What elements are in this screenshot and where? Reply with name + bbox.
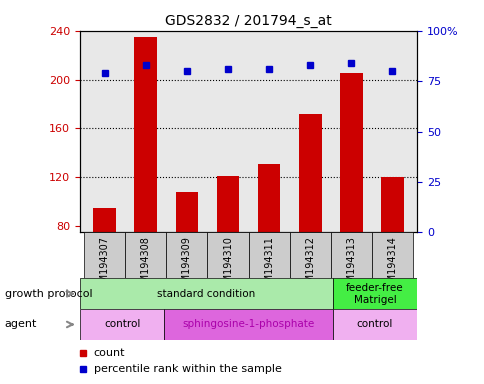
Text: GSM194312: GSM194312: [304, 236, 315, 295]
Bar: [298, 114, 321, 324]
Bar: [125, 232, 166, 278]
Bar: [164, 309, 332, 340]
Bar: [166, 232, 207, 278]
Text: GSM194308: GSM194308: [140, 236, 151, 295]
Text: standard condition: standard condition: [157, 289, 255, 299]
Text: GSM194314: GSM194314: [387, 236, 396, 295]
Text: growth protocol: growth protocol: [5, 289, 92, 299]
Bar: [289, 232, 330, 278]
Bar: [257, 164, 280, 324]
Text: percentile rank within the sample: percentile rank within the sample: [93, 364, 281, 374]
Bar: [248, 232, 289, 278]
Bar: [175, 192, 198, 324]
Text: feeder-free
Matrigel: feeder-free Matrigel: [346, 283, 403, 305]
Text: count: count: [93, 348, 125, 358]
Bar: [216, 176, 239, 324]
Text: sphingosine-1-phosphate: sphingosine-1-phosphate: [182, 319, 314, 329]
Bar: [371, 232, 412, 278]
Text: GSM194311: GSM194311: [264, 236, 273, 295]
Bar: [332, 309, 416, 340]
Text: GSM194313: GSM194313: [346, 236, 356, 295]
Title: GDS2832 / 201794_s_at: GDS2832 / 201794_s_at: [165, 14, 331, 28]
Bar: [380, 177, 403, 324]
Bar: [84, 232, 125, 278]
Bar: [80, 309, 164, 340]
Bar: [339, 73, 362, 324]
Bar: [207, 232, 248, 278]
Text: agent: agent: [5, 319, 37, 329]
Bar: [93, 208, 116, 324]
Text: control: control: [356, 319, 393, 329]
Bar: [80, 278, 332, 309]
Text: GSM194309: GSM194309: [182, 236, 192, 295]
Bar: [134, 37, 157, 324]
Text: GSM194310: GSM194310: [223, 236, 232, 295]
Bar: [330, 232, 371, 278]
Text: control: control: [104, 319, 140, 329]
Bar: [332, 278, 416, 309]
Text: GSM194307: GSM194307: [100, 236, 109, 295]
